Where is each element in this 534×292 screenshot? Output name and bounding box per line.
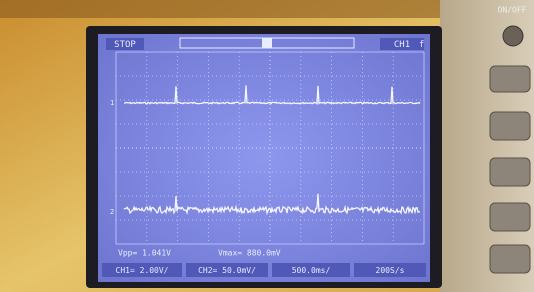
memory-position xyxy=(262,38,272,48)
oscilloscope-photo: ON/OFF STOP CH1 f 1 2 Vpp= 1.041V Vmax= … xyxy=(0,0,534,292)
lcd xyxy=(98,34,430,282)
soft-key[interactable] xyxy=(490,158,530,186)
trigger-icon: f xyxy=(419,40,424,50)
power-label: ON/OFF xyxy=(498,6,527,15)
trigger-channel: CH1 xyxy=(394,40,410,50)
soft-key[interactable] xyxy=(490,112,530,140)
soft-key[interactable] xyxy=(490,245,530,273)
ch2-scale: CH2= 50.0mV/ xyxy=(198,266,256,275)
measurement: Vpp= 1.041V xyxy=(118,249,171,258)
power-knob[interactable] xyxy=(503,26,523,46)
sample-rate: 200S/s xyxy=(376,266,405,275)
soft-key[interactable] xyxy=(490,66,530,92)
channel-marker: 1 xyxy=(110,99,114,107)
run-status: STOP xyxy=(114,40,136,50)
soft-key[interactable] xyxy=(490,203,530,231)
timebase: 500.0ms/ xyxy=(292,266,331,275)
ch1-scale: CH1= 2.00V/ xyxy=(116,266,169,275)
channel-marker: 2 xyxy=(110,208,114,216)
measurement: Vmax= 880.0mV xyxy=(218,249,281,258)
status-bar: CH1= 2.00V/ CH2= 50.0mV/ 500.0ms/ 200S/s xyxy=(102,263,426,277)
